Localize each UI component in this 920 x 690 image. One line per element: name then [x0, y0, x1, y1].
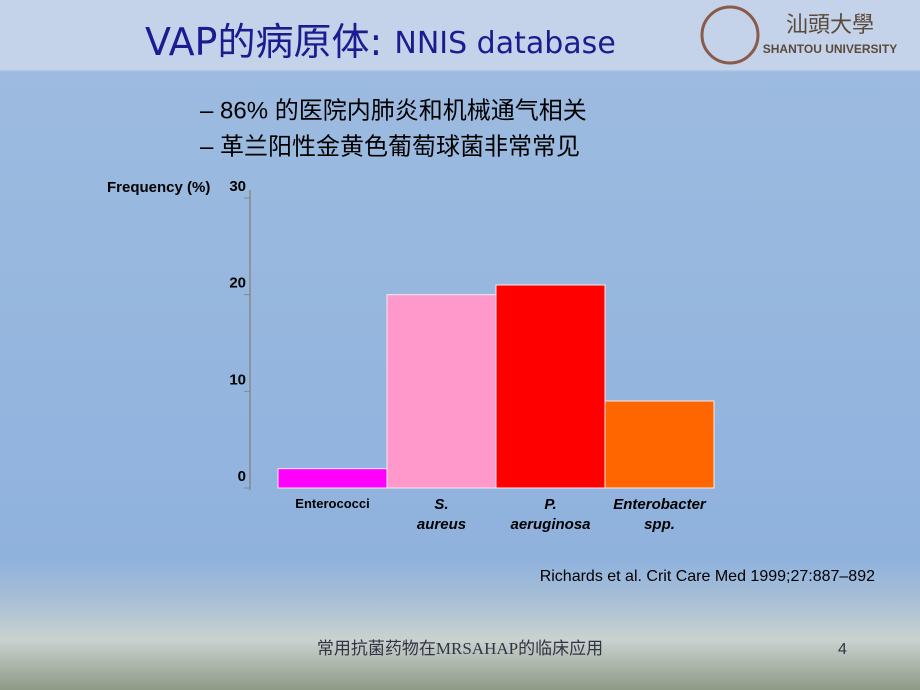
- y-axis-label: Frequency (%): [107, 179, 210, 196]
- y-tick-label: 30: [229, 178, 246, 195]
- bar: [277, 468, 388, 489]
- bullet: – 革兰阳性金黄色葡萄球菌非常常见: [200, 133, 580, 160]
- bar: [386, 294, 497, 489]
- x-tick-label: Enterobacter spp.: [613, 496, 706, 533]
- y-tick-label: 10: [229, 371, 246, 388]
- bar: [495, 284, 606, 489]
- logo-emblem: [700, 5, 760, 65]
- y-tick-label: 20: [229, 275, 246, 292]
- bullet: – 86% 的医院内肺炎和机械通气相关: [200, 97, 587, 124]
- logo-chinese: 汕頭大學: [786, 12, 874, 37]
- header-band: [0, 0, 920, 70]
- x-tick-label: Enterococci: [295, 496, 370, 511]
- x-tick-label: P. aeruginosa: [510, 496, 591, 533]
- page-number: 4: [838, 641, 847, 658]
- y-tick-label: 0: [238, 468, 246, 485]
- x-tick-label: S. aureus: [416, 496, 467, 533]
- title: VAP的病原体: NNIS database: [145, 20, 616, 64]
- footer: 常用抗菌药物在MRSAHAP的临床应用: [317, 639, 603, 658]
- citation: Richards et al. Crit Care Med 1999;27:88…: [540, 568, 875, 585]
- bar: [604, 400, 715, 489]
- logo-english: SHANTOU UNIVERSITY: [763, 42, 897, 56]
